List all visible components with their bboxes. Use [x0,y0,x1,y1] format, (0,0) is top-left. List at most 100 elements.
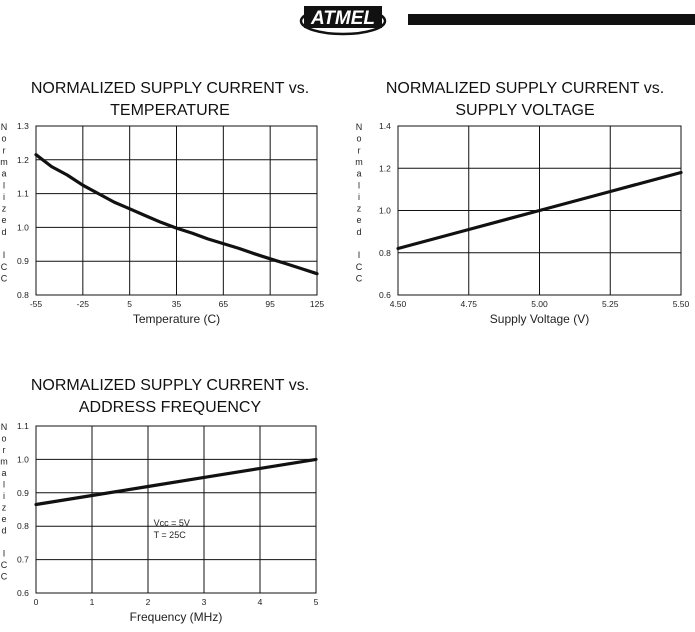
x-tick-label: 5.00 [531,299,548,309]
chart-title-line-1: NORMALIZED SUPPLY CURRENT vs. [30,377,310,394]
y-axis-label-char: r [3,445,6,455]
y-axis-label-char: C [1,560,8,570]
x-tick-label: 5 [314,597,319,607]
y-axis-label-char: l [3,180,5,190]
y-axis-label-char: C [356,262,363,272]
y-tick-label: 1.1 [17,421,29,431]
x-tick-label: 4.50 [390,299,407,309]
y-tick-label: 0.7 [17,555,29,565]
x-axis-label: Supply Voltage (V) [490,312,589,326]
y-tick-label: 0.6 [379,290,391,300]
chart-title-line-1: NORMALIZED SUPPLY CURRENT vs. [385,80,665,97]
x-tick-label: 3 [202,597,207,607]
y-axis-label-char: I [3,250,6,260]
y-tick-label: 0.6 [17,588,29,598]
y-axis-label-char: I [3,549,6,559]
x-tick-label: -25 [77,299,90,309]
y-axis-label-char: e [1,514,6,524]
y-axis-label-char: C [1,274,8,284]
x-tick-label: 5.50 [673,299,690,309]
chart-temperature: NORMALIZED SUPPLY CURRENT vs. TEMPERATUR… [0,78,340,348]
chart-supply-voltage: NORMALIZED SUPPLY CURRENT vs. SUPPLY VOL… [355,78,695,348]
y-axis-label-char: o [356,134,361,144]
x-tick-label: 5 [127,299,132,309]
chart-annotation: Vcc = 5V [154,518,190,528]
chart-title-line-2: TEMPERATURE [110,102,230,119]
chart-title-line-2: ADDRESS FREQUENCY [78,399,262,416]
x-tick-label: 65 [219,299,229,309]
y-axis-label-char: d [1,526,6,536]
y-axis-label-char: C [1,262,8,272]
series-line [34,457,318,507]
x-tick-label: 125 [310,299,324,309]
chart-annotation: T = 25C [154,530,187,540]
y-axis-label-char: e [356,215,361,225]
y-tick-label: 1.2 [17,155,29,165]
x-tick-label: 1 [90,597,95,607]
y-tick-label: 1.4 [379,121,391,131]
y-axis-label-char: a [1,169,6,179]
series-line [34,153,319,276]
atmel-logo: ATMEL [299,6,387,36]
header-bar [408,14,695,25]
y-axis-label-char: l [3,480,5,490]
chart-title-line-1: NORMALIZED SUPPLY CURRENT vs. [30,80,310,97]
y-axis-label-char: r [3,145,6,155]
chart-title-temperature: NORMALIZED SUPPLY CURRENT vs. TEMPERATUR… [0,78,340,122]
x-tick-label: 4.75 [460,299,477,309]
chart-svg: 4.50 4.75 5.00 5.25 5.50 1.4 1.2 1.0 0.8 0.6 Suppl… [355,121,690,326]
chart-svg: -55 -25 5 35 65 95 125 1.3 1.2 1.1 1.0 0.9 0.8 Temper… [0,121,324,326]
y-axis-label-char: m [0,457,8,467]
y-axis-label-char: d [1,227,6,237]
y-axis-label-char: N [356,122,363,132]
y-axis-label-char: r [358,145,361,155]
y-tick-label: 1.0 [17,454,29,464]
y-tick-label: 1.0 [379,206,391,216]
chart-title-address-frequency: NORMALIZED SUPPLY CURRENT vs. ADDRESS FR… [0,375,340,419]
x-tick-label: -55 [30,299,43,309]
y-tick-label: 1.2 [379,163,391,173]
y-tick-label: 0.8 [379,248,391,258]
y-tick-label: 0.8 [17,290,29,300]
x-axis-label: Frequency (MHz) [130,610,223,624]
y-axis-label-char: C [356,274,363,284]
x-tick-label: 95 [265,299,275,309]
y-axis-label-char: o [1,134,6,144]
chart-svg: 0 1 2 3 4 5 1.1 1.0 0.9 0.8 0.7 0.6 Frequency (MHz) N… [0,421,319,624]
y-axis-label-char: e [1,215,6,225]
chart-title-line-2: SUPPLY VOLTAGE [455,102,595,119]
y-axis-label-char: m [0,157,8,167]
chart-title-supply-voltage: NORMALIZED SUPPLY CURRENT vs. SUPPLY VOL… [355,78,695,122]
y-tick-label: 0.9 [17,488,29,498]
x-tick-label: 5.25 [602,299,619,309]
chart-address-frequency: NORMALIZED SUPPLY CURRENT vs. ADDRESS FR… [0,375,340,632]
y-tick-label: 1.3 [17,121,29,131]
y-tick-label: 1.0 [17,222,29,232]
y-axis-label-char: z [2,204,7,214]
y-axis-label-char: o [1,434,6,444]
y-axis-label-char: l [358,180,360,190]
plot-frame [35,425,317,594]
x-tick-label: 35 [172,299,182,309]
y-axis-label-char: C [1,572,8,582]
y-axis-label-char: a [356,169,361,179]
y-axis-label-char: z [357,204,362,214]
series-line [396,170,683,251]
x-tick-label: 0 [34,597,39,607]
y-axis-label-char: I [358,250,361,260]
y-axis-label-char: z [2,503,7,513]
x-axis-label: Temperature (C) [133,312,220,326]
y-axis-label-char: a [1,468,6,478]
y-tick-label: 0.9 [17,256,29,266]
y-axis-label-char: N [1,422,8,432]
y-tick-label: 1.1 [17,189,29,199]
logo-text: ATMEL [310,8,375,29]
x-tick-label: 4 [258,597,263,607]
y-axis-label-char: m [355,157,363,167]
x-tick-label: 2 [146,597,151,607]
y-axis-label-char: i [358,192,360,202]
y-axis-label-char: d [356,227,361,237]
